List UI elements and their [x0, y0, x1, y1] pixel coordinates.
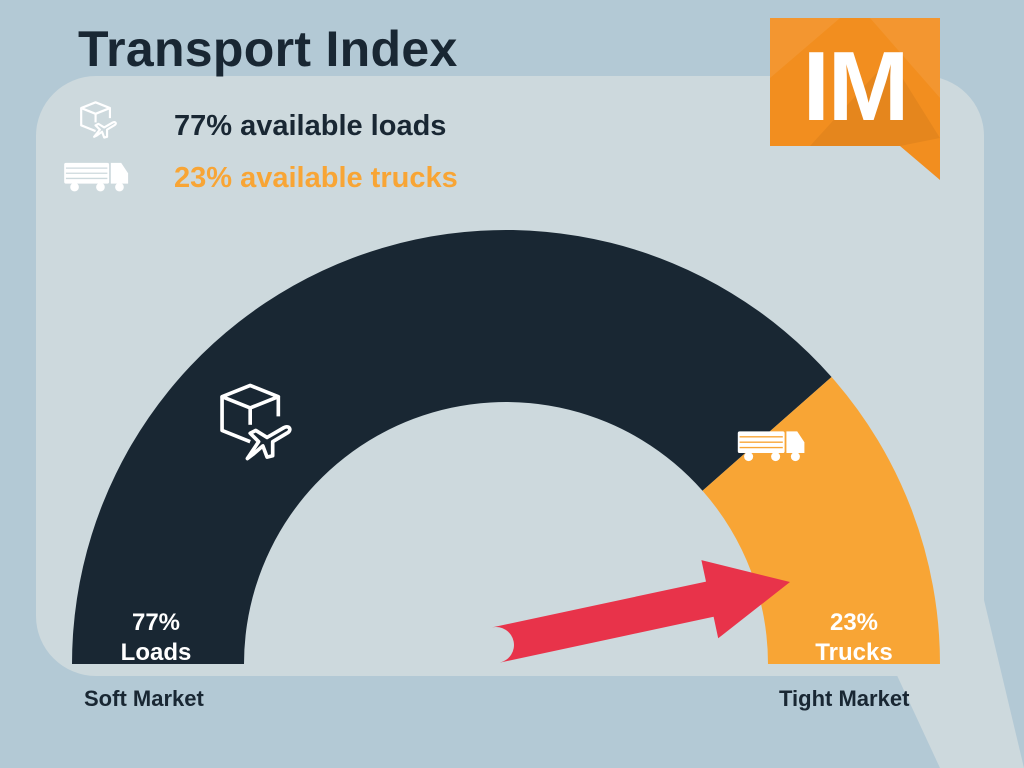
gauge-segment-loads — [72, 230, 832, 664]
logo-speech-bubble — [770, 18, 940, 180]
page-title: Transport Index — [78, 21, 458, 77]
trucks-name-label: Trucks — [815, 639, 893, 666]
tight-market-label: Tight Market — [779, 686, 910, 711]
box-plane-icon — [80, 101, 117, 139]
loads-name-label: Loads — [120, 639, 192, 666]
soft-market-label: Soft Market — [84, 686, 204, 711]
truck-icon — [64, 162, 129, 192]
truck-icon — [737, 431, 805, 462]
legend-loads: 77% available loads — [174, 110, 447, 142]
im-logo: IM — [770, 18, 940, 180]
trucks-label: 23% Trucks — [792, 608, 916, 668]
logo-text: IM — [802, 31, 910, 141]
logo-shape — [770, 18, 940, 180]
loads-value-label: 77% — [131, 609, 181, 636]
needle-arrow — [492, 560, 790, 663]
loads-label: 77% Loads — [96, 608, 216, 668]
trucks-value-label: 23% — [829, 609, 879, 636]
box-plane-icon — [220, 383, 292, 461]
legend-trucks: 23% available trucks — [174, 162, 458, 194]
